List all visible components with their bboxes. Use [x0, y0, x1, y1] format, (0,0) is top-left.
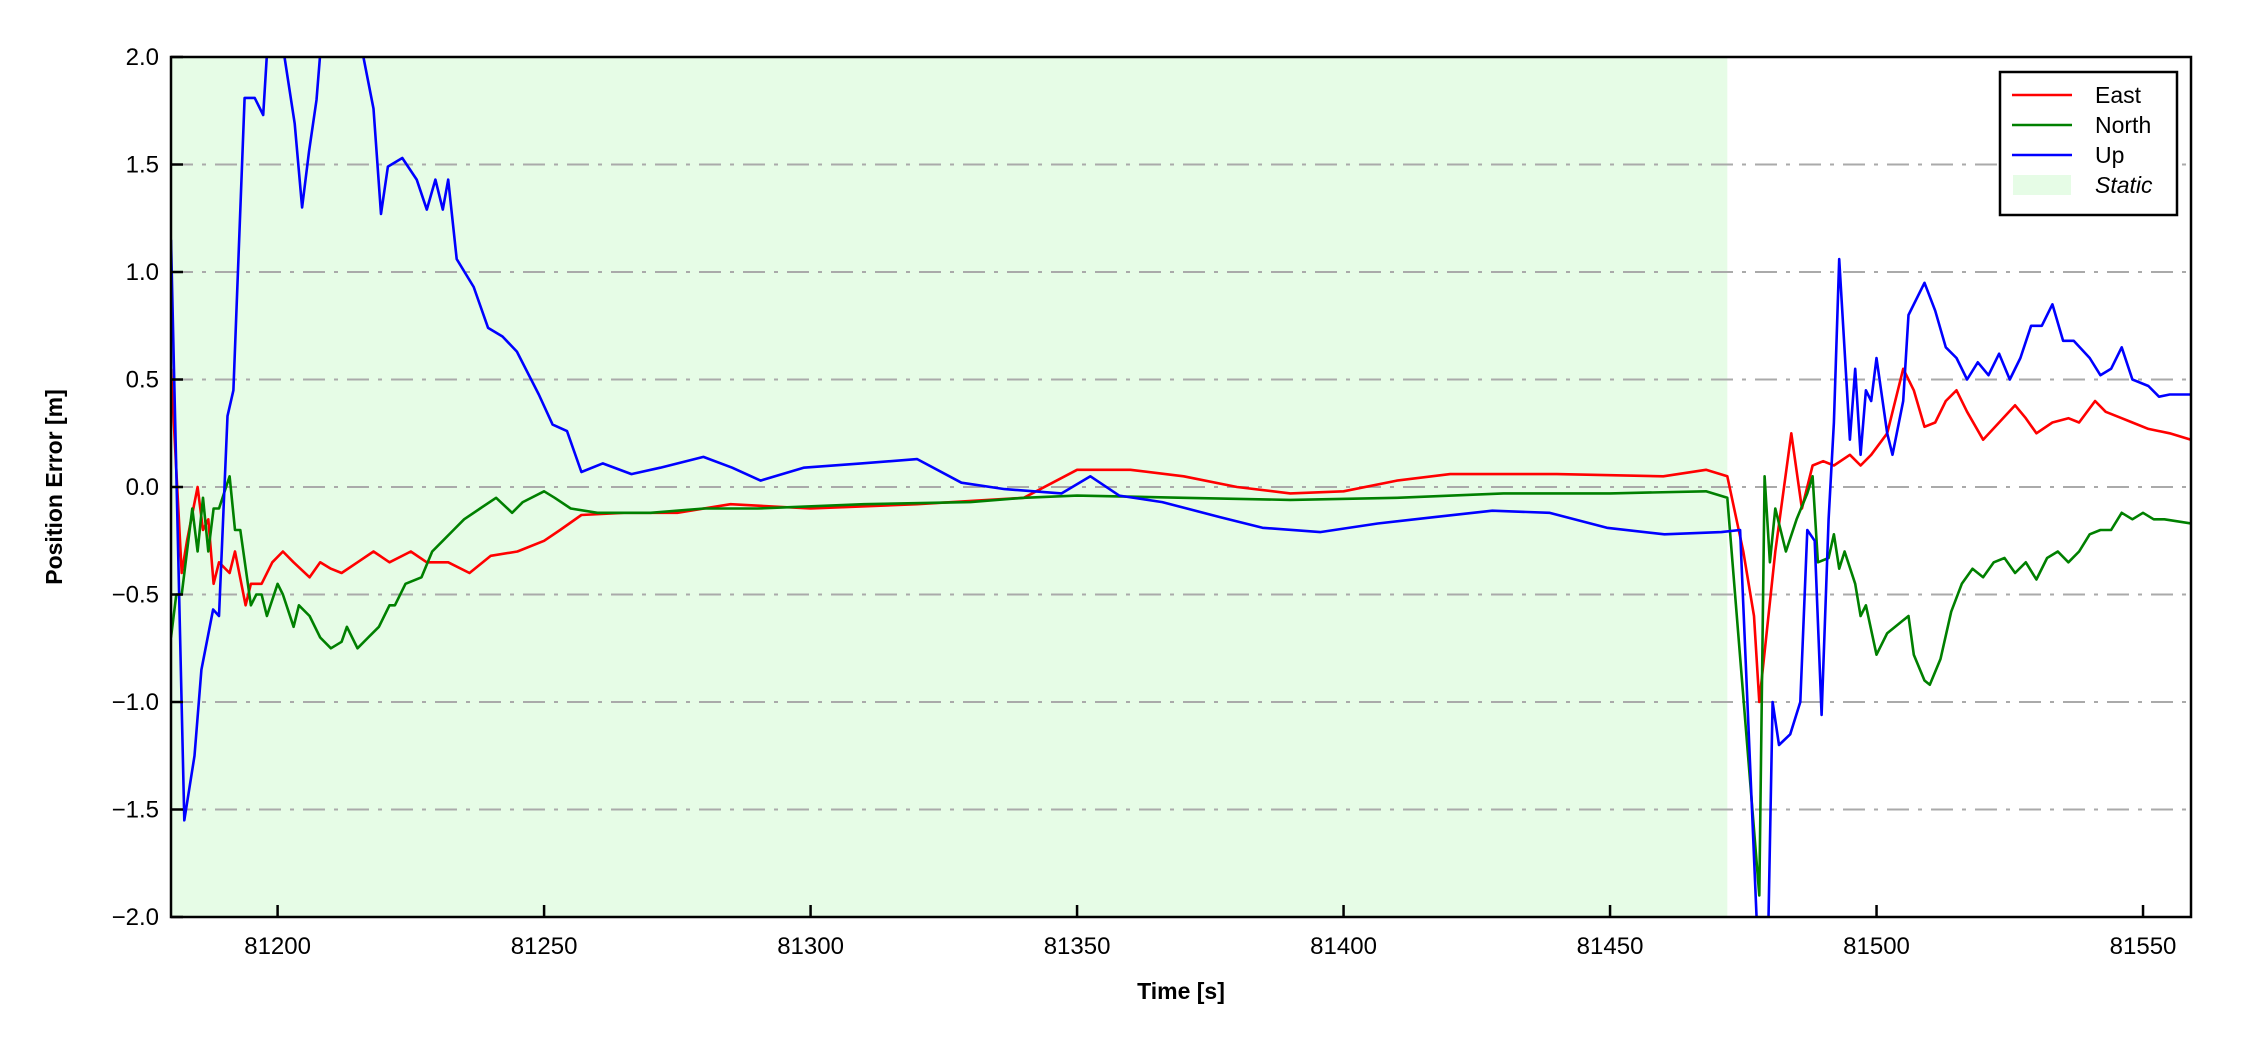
y-tick-label: 1.0 [126, 259, 159, 286]
series-line-up [171, 57, 2191, 917]
x-axis-label: Time [s] [1137, 978, 1225, 1004]
x-tick-label: 81200 [244, 933, 311, 960]
y-axis-ticks: −2.0 −1.5 −1.0 −0.5 0.0 0.5 1.0 1.5 2.0 [112, 44, 183, 931]
legend-label-north: North [2095, 112, 2151, 138]
legend-label-east: East [2095, 82, 2142, 108]
series-lines [171, 57, 2191, 917]
x-tick-label: 81450 [1577, 933, 1644, 960]
y-axis-label: Position Error [m] [41, 389, 67, 585]
x-tick-label: 81400 [1310, 933, 1377, 960]
y-tick-label: −2.0 [112, 904, 159, 931]
x-tick-label: 81350 [1044, 933, 1111, 960]
series-line-east [171, 367, 2191, 704]
legend: East North Up Static [1998, 70, 2179, 217]
y-tick-label: −0.5 [112, 582, 159, 609]
y-tick-label: −1.5 [112, 797, 159, 824]
y-tick-label: 1.5 [126, 152, 159, 179]
x-tick-label: 81500 [1843, 933, 1910, 960]
legend-label-up: Up [2095, 142, 2124, 168]
legend-label-static: Static [2095, 172, 2153, 198]
y-tick-label: −1.0 [112, 689, 159, 716]
y-tick-label: 2.0 [126, 44, 159, 71]
x-tick-label: 81300 [777, 933, 844, 960]
y-tick-label: 0.5 [126, 367, 159, 394]
series-line-north [171, 475, 2191, 897]
y-tick-label: 0.0 [126, 474, 159, 501]
x-tick-label: 81550 [2110, 933, 2177, 960]
x-axis-ticks: 81200 81250 81300 81350 81400 81450 81500 81550 [244, 905, 2176, 960]
legend-swatch-static [2013, 175, 2071, 195]
x-tick-label: 81250 [511, 933, 578, 960]
